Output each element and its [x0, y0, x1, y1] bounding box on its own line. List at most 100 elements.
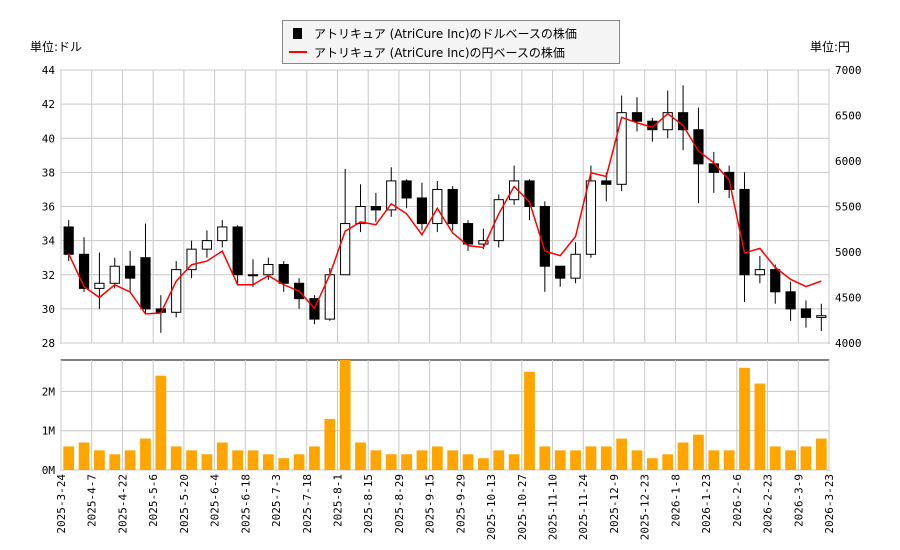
x-tick-label: 2025-8-29 — [393, 474, 406, 534]
candle-body — [247, 274, 259, 277]
x-tick-label: 2026-3-23 — [823, 474, 836, 534]
volume-bar — [723, 450, 735, 470]
y-tick-label: 28 — [42, 337, 55, 350]
volume-bar — [170, 446, 182, 470]
candle-body — [171, 269, 182, 313]
candle-body — [217, 226, 228, 242]
x-tick-label: 2025-5-20 — [178, 474, 191, 534]
candle-body — [570, 253, 581, 279]
y2-tick-label: 5500 — [835, 201, 862, 214]
candle-body — [201, 240, 213, 250]
x-tick-label: 2025-10-13 — [485, 474, 498, 540]
volume-bar — [815, 438, 827, 470]
x-tick-label: 2026-3-9 — [792, 474, 805, 527]
candle-body — [78, 253, 90, 289]
volume-bar — [124, 450, 136, 470]
volume-bar — [631, 450, 643, 470]
volume-tick-label: 2M — [42, 385, 56, 398]
volume-bar — [493, 450, 505, 470]
y-tick-label: 38 — [42, 166, 55, 179]
candle-body — [109, 265, 120, 284]
y-tick-label: 42 — [42, 98, 55, 111]
x-tick-label: 2025-12-9 — [608, 474, 621, 534]
volume-bar — [278, 458, 290, 470]
x-tick-label: 2025-7-18 — [301, 474, 314, 534]
x-tick-label: 2025-11-24 — [577, 474, 590, 541]
y-tick-label: 36 — [42, 201, 55, 214]
black-square-icon — [293, 27, 302, 39]
volume-bar — [216, 442, 228, 470]
candle-body — [63, 226, 74, 255]
y2-tick-label: 5000 — [835, 246, 862, 259]
candle-body — [340, 223, 351, 276]
candle-body — [524, 180, 535, 207]
volume-bar — [600, 446, 612, 470]
legend-item-usd: アトリキュア (AtriCure Inc)のドルベースの株価 — [289, 24, 577, 42]
volume-bar — [155, 375, 167, 470]
candle-body — [416, 197, 428, 225]
volume-bar — [585, 446, 597, 470]
x-tick-label: 2025-4-7 — [86, 474, 99, 527]
volume-bar — [324, 418, 336, 470]
y-tick-label: 44 — [42, 64, 56, 77]
volume-bar — [478, 458, 489, 470]
candle-body — [601, 180, 612, 185]
x-tick-label: 2025-5-6 — [147, 474, 160, 527]
legend-label-jpy: アトリキュア (AtriCure Inc)の円ベースの株価 — [314, 45, 565, 60]
red-line-icon — [289, 51, 307, 53]
candle-body — [186, 248, 197, 271]
candle-body — [754, 269, 765, 276]
x-tick-label: 2026-1-23 — [700, 474, 713, 534]
x-tick-label: 2025-6-18 — [239, 474, 252, 534]
candle-body — [800, 308, 812, 318]
volume-bar — [355, 442, 366, 470]
volume-bar — [431, 446, 443, 470]
volume-bar — [462, 454, 474, 470]
volume-bar — [693, 434, 704, 470]
candle-body — [616, 112, 627, 185]
volume-bar — [401, 454, 412, 470]
candle-body — [355, 206, 366, 225]
candle-body — [278, 264, 289, 284]
volume-bar — [201, 454, 213, 470]
volume-bar — [662, 454, 674, 470]
x-tick-label: 2026-2-6 — [731, 474, 744, 527]
volume-bar — [708, 450, 720, 470]
candle-body — [739, 188, 750, 276]
right-unit-label: 単位:円 — [810, 40, 851, 54]
candle-body — [232, 226, 243, 276]
volume-bar — [370, 450, 382, 470]
x-tick-label: 2025-9-15 — [424, 474, 437, 534]
x-tick-label: 2025-8-1 — [331, 474, 344, 527]
volume-bar — [616, 438, 628, 470]
y2-tick-label: 4000 — [835, 337, 862, 350]
volume-bar — [524, 371, 535, 470]
y-tick-label: 32 — [42, 269, 55, 282]
candle-body — [631, 112, 643, 122]
volume-bar — [754, 383, 766, 470]
candle-body — [662, 112, 673, 131]
volume-bar — [262, 454, 274, 470]
volume-bar — [293, 454, 305, 470]
candle-body — [263, 264, 274, 276]
candle-body — [125, 265, 136, 279]
volume-bar — [109, 454, 121, 470]
legend-label-usd: アトリキュア (AtriCure Inc)のドルベースの株価 — [314, 26, 577, 41]
candle-body — [401, 180, 412, 199]
volume-bar — [646, 458, 658, 470]
volume-bar — [385, 454, 397, 470]
volume-bar — [309, 446, 320, 470]
x-tick-label: 2026-1-8 — [669, 474, 682, 527]
x-tick-label: 2025-4-22 — [116, 474, 129, 534]
x-tick-label: 2025-6-4 — [209, 474, 222, 527]
candle-body — [693, 129, 704, 165]
volume-bar — [339, 360, 351, 470]
x-tick-label: 2025-12-23 — [639, 474, 652, 540]
legend: アトリキュア (AtriCure Inc)のドルベースの株価 アトリキュア (A… — [282, 20, 620, 64]
volume-bar — [554, 450, 566, 470]
volume-bar — [63, 446, 75, 470]
y2-tick-label: 6500 — [835, 110, 862, 123]
y2-tick-label: 7000 — [835, 64, 862, 77]
